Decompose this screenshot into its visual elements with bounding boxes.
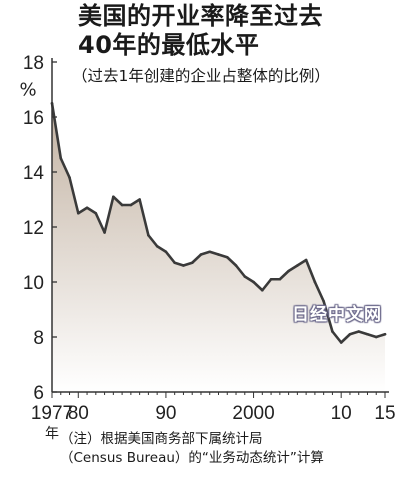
- chart-subtitle: （过去1年创建的企业占整体的比例）: [72, 67, 330, 85]
- data-point: [85, 206, 89, 210]
- title-line-2: 40年的最低水平: [78, 31, 260, 59]
- data-point: [59, 156, 63, 160]
- data-point: [76, 211, 80, 215]
- data-point: [129, 203, 133, 207]
- watermark-logo: 日经中文网: [292, 305, 382, 325]
- data-point: [120, 203, 124, 207]
- data-point: [112, 195, 115, 199]
- data-point: [103, 231, 106, 234]
- x-tick-label: 80: [68, 403, 89, 424]
- data-point: [304, 258, 308, 262]
- note-line-1: （注）根据美国商务部下属统计局: [60, 431, 263, 447]
- data-point: [278, 277, 282, 281]
- y-tick-label: 6: [33, 383, 44, 404]
- data-point: [339, 341, 343, 344]
- y-tick-label: 18: [23, 53, 44, 74]
- data-point: [208, 250, 212, 254]
- data-point: [348, 332, 352, 336]
- data-point: [147, 233, 150, 237]
- data-point: [313, 280, 317, 284]
- x-tick-label: 90: [155, 403, 176, 424]
- data-point: [190, 261, 194, 265]
- data-point: [94, 211, 98, 215]
- data-point: [243, 275, 247, 278]
- area-fill: [52, 103, 385, 392]
- data-point: [217, 253, 220, 256]
- data-point: [199, 253, 203, 256]
- y-tick-label: 8: [33, 328, 44, 349]
- data-point: [138, 198, 141, 201]
- y-tick-label: 14: [23, 163, 45, 184]
- y-tick-label: 10: [23, 273, 44, 294]
- data-point: [366, 332, 369, 336]
- y-tick-label: 12: [23, 218, 44, 239]
- data-point: [261, 288, 264, 292]
- y-tick-label: 16: [23, 108, 44, 129]
- data-point: [182, 264, 185, 267]
- y-unit-label: %: [19, 80, 36, 101]
- x-tick-label: 2000: [232, 403, 274, 424]
- data-point: [68, 176, 71, 179]
- data-point: [155, 244, 159, 248]
- x-tick-label: 10: [331, 403, 352, 424]
- data-point: [322, 299, 325, 303]
- data-point: [252, 280, 255, 284]
- chart-title: 美国的开业率降至过去 40年的最低水平: [78, 2, 323, 60]
- data-point: [173, 261, 176, 265]
- data-point: [269, 277, 273, 281]
- data-point: [225, 255, 229, 259]
- data-point: [234, 264, 238, 267]
- x-unit-label: 年: [45, 426, 59, 442]
- note-line-2: （Census Bureau）的“业务动态统计”计算: [60, 450, 324, 466]
- data-point: [287, 269, 290, 273]
- data-point: [374, 335, 378, 339]
- data-point: [164, 250, 168, 254]
- x-tick-label: 15: [374, 403, 395, 424]
- source-note: （注）根据美国商务部下属统计局 （Census Bureau）的“业务动态统计”…: [60, 430, 324, 468]
- title-line-1: 美国的开业率降至过去: [78, 2, 323, 30]
- x-tick-label: 1977: [31, 403, 73, 424]
- data-point: [296, 264, 299, 267]
- data-point: [331, 330, 334, 333]
- data-point: [383, 332, 387, 336]
- data-point: [357, 330, 361, 333]
